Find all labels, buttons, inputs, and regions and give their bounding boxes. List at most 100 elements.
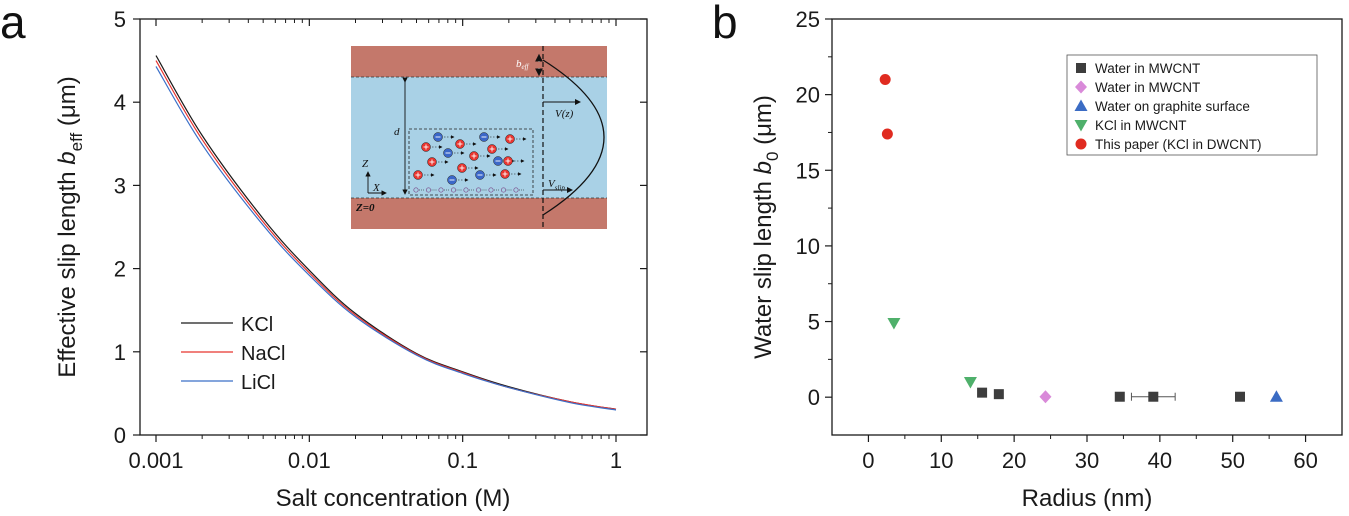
chart-a-xtick-label: 0.1 bbox=[447, 448, 478, 473]
data-point-this-paper-kcl-in-dwcnt bbox=[881, 128, 893, 140]
surface-ion bbox=[513, 187, 519, 193]
data-point-kcl-in-mwcnt bbox=[963, 377, 977, 389]
chart-b-xtick-label: 30 bbox=[1075, 448, 1099, 473]
data-point-kcl-in-mwcnt bbox=[887, 318, 901, 330]
chart-b-ylabel: Water slip length b0 (μm) bbox=[750, 95, 782, 359]
inset-beff-sub: eff bbox=[522, 63, 530, 71]
data-point-water-on-graphite-surface bbox=[1269, 390, 1283, 402]
legend-marker-water-in-mwcnt bbox=[1076, 63, 1086, 73]
chart-a-ytick-label: 2 bbox=[114, 257, 126, 282]
chart-b-ytick-label: 5 bbox=[808, 310, 820, 335]
panel-a-label: a bbox=[0, 0, 26, 48]
inset-vslip-label: Vslip bbox=[548, 178, 565, 192]
chart-b-legend-items: Water in MWCNT Water in MWCNT Water on gra… bbox=[1074, 61, 1262, 152]
legend-label-licl: LiCl bbox=[241, 372, 275, 394]
inset-vz-label: V(z) bbox=[555, 108, 574, 120]
chart-b-ytick-label: 20 bbox=[796, 83, 820, 108]
chart-b-legend-box bbox=[1066, 54, 1318, 156]
inset-fluid bbox=[351, 77, 607, 198]
inset-x-label: X bbox=[372, 182, 381, 194]
legend-label-water-in-mwcnt: Water in MWCNT bbox=[1095, 61, 1200, 76]
surface-ion bbox=[488, 187, 494, 193]
data-point-water-in-mwcnt bbox=[1114, 391, 1125, 402]
data-point-water-in-mwcnt bbox=[1148, 391, 1159, 402]
chart-a-xlabel: Salt concentration (M) bbox=[276, 485, 511, 512]
legend-label-water-on-graphite-surface: Water on graphite surface bbox=[1095, 99, 1250, 114]
inset-z0-label: Z=0 bbox=[355, 202, 375, 214]
inset-beff-label: beff bbox=[516, 58, 530, 71]
chart-b-ytick-label: 10 bbox=[796, 234, 820, 259]
surface-ion bbox=[438, 187, 444, 193]
chart-b-xtick-label: 60 bbox=[1293, 448, 1317, 473]
legend-label-water-in-mwcnt: Water in MWCNT bbox=[1095, 80, 1200, 95]
legend-marker-water-on-graphite-surface bbox=[1074, 99, 1088, 111]
chart-b-ylabel-sub: 0 bbox=[763, 152, 782, 161]
legend-marker-this-paper-kcl-in-dwcnt bbox=[1075, 138, 1087, 150]
chart-a-legend: KCl NaCl LiCl bbox=[181, 314, 285, 394]
chart-a-ylabel-italic: b bbox=[54, 151, 81, 164]
chart-b-legend: Water in MWCNT Water in MWCNT Water on gra… bbox=[1066, 54, 1318, 156]
chart-b-ytick-label: 25 bbox=[796, 7, 820, 32]
chart-b-ytick-label: 0 bbox=[808, 385, 820, 410]
data-point-water-in-mwcnt bbox=[1039, 390, 1052, 404]
surface-ion bbox=[500, 187, 507, 193]
chart-b-ticks: 0 10 20 30 40 50 60 0 5 10 15 20 25 bbox=[796, 7, 1318, 473]
inset-wall-bottom bbox=[351, 198, 607, 229]
legend-label-nacl: NaCl bbox=[241, 343, 285, 365]
series-line-licl bbox=[155, 66, 617, 411]
chart-a-ylabel-sub: eff bbox=[67, 132, 86, 151]
chart-b-xtick-label: 20 bbox=[1002, 448, 1026, 473]
chart-a-ylabel-unit: (μm) bbox=[54, 76, 81, 132]
chart-a-ylabel-main: Effective slip length bbox=[54, 165, 81, 378]
chart-b-ylabel-main: Water slip length bbox=[750, 174, 777, 359]
inset-vslip-v: V bbox=[548, 178, 556, 190]
inset-d-label: d bbox=[394, 126, 400, 138]
chart-a-ytick-label: 1 bbox=[114, 340, 126, 365]
inset-ions bbox=[413, 132, 527, 193]
chart-b-ylabel-unit: (μm) bbox=[750, 95, 777, 151]
chart-a-xtick-label: 0.01 bbox=[288, 448, 331, 473]
inset-vslip-sub: slip bbox=[555, 184, 566, 192]
chart-a-ytick-label: 3 bbox=[114, 173, 126, 198]
chart-b-ylabel-italic: b bbox=[750, 161, 777, 174]
chart-a-ytick-label: 0 bbox=[114, 423, 126, 448]
inset-ion-region bbox=[408, 128, 534, 196]
panel-b-label: b bbox=[712, 0, 738, 48]
inset-velocity-profile bbox=[542, 59, 605, 216]
series-line-kcl bbox=[155, 55, 617, 410]
chart-b-xtick-label: 0 bbox=[862, 448, 874, 473]
chart-a: 0.001 0.01 0.1 1 0 1 2 3 4 5 Salt concentration (… bbox=[54, 7, 648, 512]
chart-a-ylabel: Effective slip length beff (μm) bbox=[54, 76, 86, 377]
legend-label-this-paper-kcl-in-dwcnt: This paper (KCl in DWCNT) bbox=[1095, 137, 1262, 152]
chart-a-frame bbox=[139, 18, 648, 436]
inset-wall-top bbox=[351, 46, 607, 77]
chart-a-xtick-label: 0.001 bbox=[128, 448, 183, 473]
inset-z-label: Z bbox=[362, 158, 369, 170]
surface-ion bbox=[425, 187, 432, 193]
legend-label-kcl-in-mwcnt: KCl in MWCNT bbox=[1095, 118, 1187, 133]
chart-b-points bbox=[879, 74, 1283, 404]
chart-b-xtick-label: 50 bbox=[1220, 448, 1244, 473]
legend-marker-kcl-in-mwcnt bbox=[1074, 120, 1088, 132]
data-point-water-in-mwcnt bbox=[993, 389, 1004, 400]
chart-b-ytick-label: 15 bbox=[796, 158, 820, 183]
chart-b-xtick-label: 40 bbox=[1148, 448, 1172, 473]
chart-b-xtick-label: 10 bbox=[929, 448, 953, 473]
surface-ion bbox=[475, 187, 482, 193]
chart-a-ytick-label: 5 bbox=[114, 7, 126, 32]
data-point-this-paper-kcl-in-dwcnt bbox=[879, 74, 891, 86]
chart-b-xlabel: Radius (nm) bbox=[1022, 485, 1153, 512]
chart-b: 0 10 20 30 40 50 60 0 5 10 15 20 25 Radius (nm) Wate… bbox=[750, 7, 1343, 512]
inset-schematic: beff d V(z) Vslip Z X Z=0 bbox=[351, 46, 607, 229]
inset-beff-b: b bbox=[516, 58, 522, 70]
chart-a-ticks: 0.001 0.01 0.1 1 0 1 2 3 4 5 bbox=[114, 7, 647, 473]
surface-ion bbox=[450, 187, 457, 193]
chart-a-ytick-label: 4 bbox=[114, 90, 126, 115]
data-point-water-in-mwcnt bbox=[977, 387, 988, 398]
surface-ion bbox=[463, 187, 469, 193]
surface-ion bbox=[413, 187, 419, 193]
legend-label-kcl: KCl bbox=[241, 314, 273, 336]
chart-a-lines bbox=[155, 55, 617, 411]
legend-marker-water-in-mwcnt bbox=[1075, 80, 1087, 94]
